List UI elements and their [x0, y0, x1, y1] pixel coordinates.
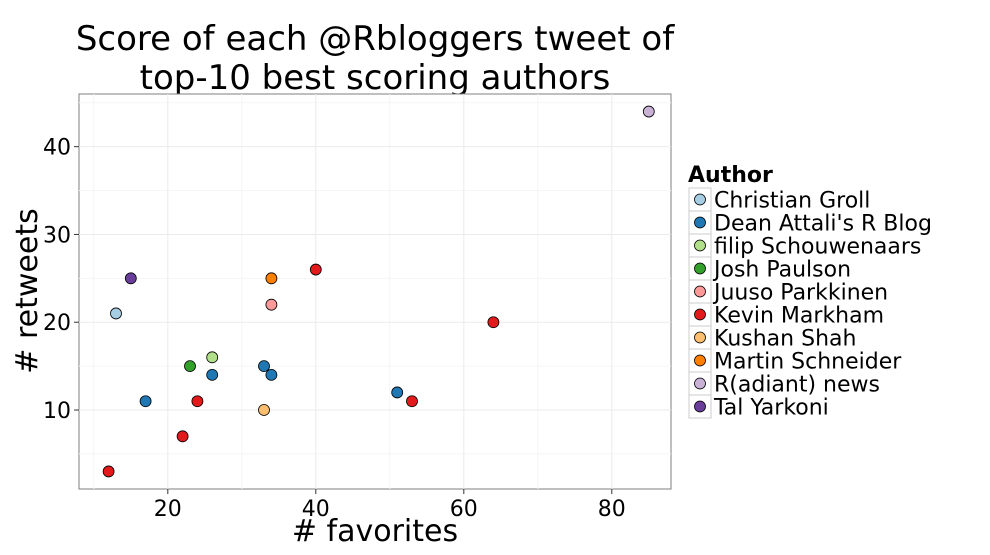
- data-point: [642, 105, 655, 118]
- legend-label: Dean Attali's R Blog: [714, 212, 932, 237]
- legend-label: Tal Yarkoni: [713, 396, 829, 421]
- legend-label: R(adiant) news: [714, 373, 880, 398]
- data-point: [391, 386, 404, 399]
- data-point: [139, 395, 152, 408]
- legend-label: Christian Groll: [714, 189, 870, 214]
- y-tick-label: 40: [43, 136, 71, 161]
- x-tick-label: 20: [154, 497, 182, 522]
- legend-label: Kushan Shah: [714, 327, 856, 352]
- legend-swatch: [694, 285, 706, 298]
- legend-title: Author: [688, 163, 773, 188]
- data-point: [265, 298, 278, 311]
- legend-swatch: [694, 308, 706, 321]
- data-point: [258, 360, 270, 373]
- chart-title-line-2: top-10 best scoring authors: [140, 58, 611, 98]
- data-point: [265, 368, 278, 381]
- data-point: [406, 395, 418, 408]
- grid-lines: [79, 94, 671, 489]
- legend-label: Martin Schneider: [714, 350, 902, 375]
- data-point: [258, 404, 270, 416]
- axis-ticks: 20 40 60 80 10 20 30 40: [43, 136, 626, 522]
- legend-label: filip Schouwenaars: [714, 235, 921, 260]
- data-point: [191, 395, 204, 408]
- data-point: [206, 351, 219, 364]
- legend-swatch: [694, 331, 706, 344]
- legend-swatch: [694, 377, 706, 390]
- data-point: [184, 360, 196, 373]
- data-point: [309, 263, 322, 276]
- x-tick-label: 60: [450, 497, 478, 522]
- data-point: [206, 368, 219, 381]
- x-tick-label: 40: [302, 497, 330, 522]
- legend-swatch: [694, 262, 706, 275]
- legend-swatch: [694, 193, 706, 206]
- chart-title-line-1: Score of each @Rbloggers tweet of: [76, 19, 675, 59]
- legend-swatch: [694, 400, 706, 413]
- legend-label: Josh Paulson: [712, 258, 851, 283]
- y-axis-title: # retweets: [10, 208, 45, 373]
- x-tick-label: 80: [598, 497, 626, 522]
- y-tick-label: 10: [43, 399, 71, 424]
- y-tick-label: 20: [43, 311, 71, 336]
- legend-swatch: [694, 239, 706, 252]
- x-axis-title: # favorites: [292, 514, 458, 549]
- legend-label: Kevin Markham: [714, 304, 884, 329]
- data-points: [102, 105, 655, 478]
- data-point: [487, 316, 500, 329]
- plot-panel: [78, 93, 672, 490]
- data-point: [265, 272, 278, 285]
- data-point: [124, 272, 137, 285]
- legend-swatch: [694, 354, 706, 367]
- data-point: [176, 430, 189, 443]
- legend-swatch: [694, 216, 706, 229]
- legend-label: Juuso Parkkinen: [712, 281, 888, 306]
- data-point: [110, 307, 122, 320]
- data-point: [102, 465, 115, 478]
- y-tick-label: 30: [43, 223, 71, 248]
